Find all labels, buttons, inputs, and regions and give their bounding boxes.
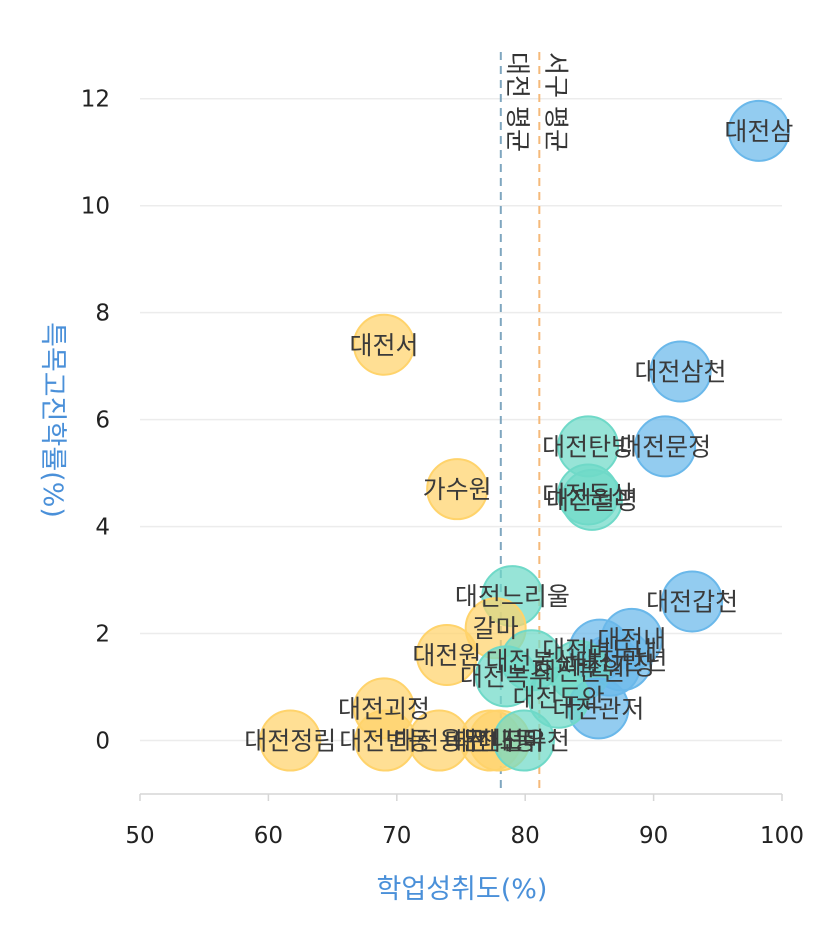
x-tick-label: 50 xyxy=(125,823,154,849)
y-tick-label: 2 xyxy=(95,622,110,648)
bubble-point xyxy=(634,415,697,478)
bubble-label: 대전삼천 xyxy=(635,357,727,386)
bubble-point xyxy=(259,709,322,772)
bubble-label: 대전둔산 xyxy=(542,481,634,510)
bubble-label: 대전도마 xyxy=(454,727,546,756)
bubble-point xyxy=(527,666,590,729)
bubble-label: 대전월평 xyxy=(546,486,638,515)
bubble-label: 대전만년 xyxy=(575,646,667,675)
x-tick-label: 80 xyxy=(511,823,540,849)
bubble-label: 대전괴정 xyxy=(338,694,430,723)
bubble-label: 대전서 xyxy=(349,331,418,360)
bubble-point xyxy=(415,623,478,686)
bubble-label: 대전도안 xyxy=(513,684,605,713)
y-tick-label: 12 xyxy=(81,87,110,113)
x-tick-label: 70 xyxy=(382,823,411,849)
bubble-label: 대전관저 xyxy=(552,694,644,723)
bubble-layer xyxy=(259,99,790,772)
bubble-label: 대전가장 xyxy=(564,652,656,681)
bubble-label: 대전복수 xyxy=(460,662,552,691)
bubble-point xyxy=(661,570,724,633)
bubble-label: 대전정림 xyxy=(244,727,336,756)
bubble-label: 대전변동 xyxy=(339,727,431,756)
bubble-label: 대전버드내 xyxy=(542,636,657,665)
y-tick-label: 10 xyxy=(81,194,110,220)
bubble-point xyxy=(560,468,623,531)
x-tick-label: 60 xyxy=(254,823,283,849)
bubble-label: 대전둔원 xyxy=(533,657,625,686)
bubble-point xyxy=(727,99,790,162)
bubble-label: 대전느리울 xyxy=(455,582,570,611)
y-tick-label: 4 xyxy=(95,515,110,541)
y-tick-label: 8 xyxy=(95,301,110,327)
bubble-label: 대전삼 xyxy=(724,117,793,146)
y-tick-label: 0 xyxy=(95,729,110,755)
x-axis-title: 학업성취도(%) xyxy=(377,874,548,905)
bubble-label: 대전내 xyxy=(597,625,666,654)
bubble-point xyxy=(474,645,537,708)
bubble-point xyxy=(426,458,489,521)
bubble-label: 대전원 xyxy=(412,641,481,670)
y-axis-title: 특목고진학률(%) xyxy=(37,322,68,518)
axis-layer: 0 2 4 6 8 10 12 50 60 70 80 90 100 xyxy=(81,87,804,849)
reference-line-label: 대전 평균 xyxy=(503,52,532,152)
x-tick-label: 100 xyxy=(760,823,804,849)
bubble-label: 가수원 xyxy=(423,475,492,504)
reference-line-label: 서구 평균 xyxy=(541,52,570,152)
bubble-point xyxy=(649,340,712,403)
bubble-label: 대전문정 xyxy=(619,432,711,461)
bubble-label: 대전탄방 xyxy=(542,432,634,461)
y-tick-label: 6 xyxy=(95,408,110,434)
bubble-label: 대전유천 xyxy=(478,727,570,756)
bubble-label: 대전내동 xyxy=(445,727,537,756)
x-tick-label: 90 xyxy=(639,823,668,849)
bubble-point xyxy=(492,709,555,772)
bubble-label: 대전용문 xyxy=(393,727,485,756)
bubble-point xyxy=(352,313,415,376)
bubble-label: 대전봉산 xyxy=(486,646,578,675)
bubble-label: 갈마 xyxy=(473,614,519,643)
bubble-label: 대전갑천 xyxy=(646,587,738,616)
grid-layer xyxy=(140,97,782,742)
